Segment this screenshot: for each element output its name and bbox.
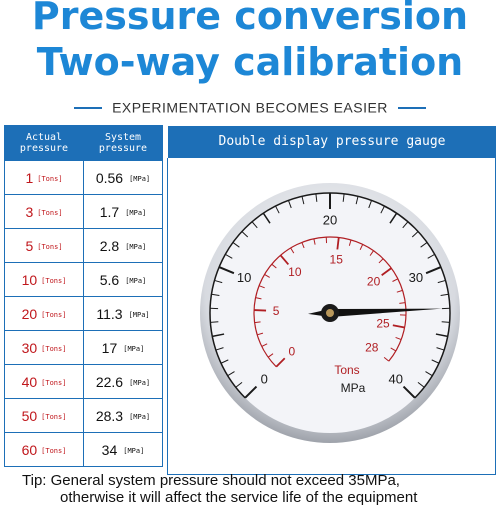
tons-tick-label: 5 (273, 304, 280, 318)
system-value: 0.56 (96, 170, 123, 186)
table-row: 30[Tons] 17 [MPa] (5, 331, 163, 365)
system-value: 11.3 (96, 306, 122, 322)
mpa-tick-label: 10 (237, 270, 251, 285)
system-unit: [MPa] (123, 345, 144, 353)
header-actual-pressure: Actual pressure (5, 126, 84, 161)
actual-unit: [Tons] (41, 277, 66, 285)
actual-cell: 60[Tons] (5, 433, 84, 467)
system-unit: [MPa] (129, 311, 150, 319)
actual-cell: 1 [Tons] (5, 161, 84, 195)
subtitle-right-rule (398, 107, 426, 109)
conversion-table: Actual pressure System pressure 1 [Tons] 0… (4, 125, 163, 467)
mpa-minor-tick (442, 322, 450, 323)
tip-line-1: Tip: General system pressure should not … (22, 472, 400, 489)
actual-cell: 20[Tons] (5, 297, 84, 331)
needle-cap (326, 309, 334, 317)
mpa-tick-label: 20 (323, 213, 337, 228)
system-unit: [MPa] (129, 175, 150, 183)
system-cell: 22.6 [MPa] (84, 365, 163, 399)
actual-unit: [Tons] (41, 413, 66, 421)
system-unit: [MPa] (129, 413, 150, 421)
gauge-header: Double display pressure gauge (168, 126, 496, 158)
system-unit: [MPa] (125, 243, 146, 251)
actual-unit: [Tons] (41, 379, 66, 387)
table-row: 5 [Tons] 2.8 [MPa] (5, 229, 163, 263)
system-cell: 34 [MPa] (84, 433, 163, 467)
pressure-gauge: 0 10 20 30 40 0 5 10 15 20 25 28 Tons MPa (195, 178, 465, 448)
title-line-1: Pressure conversion (0, 0, 500, 38)
tons-tick-label: 28 (365, 340, 379, 354)
system-value: 22.6 (96, 374, 123, 390)
tons-unit-label: Tons (334, 363, 359, 377)
mpa-minor-tick (210, 322, 218, 323)
subtitle-left-rule (74, 107, 102, 109)
table-row: 60[Tons] 34 [MPa] (5, 433, 163, 467)
system-cell: 28.3 [MPa] (84, 399, 163, 433)
table-row: 40[Tons] 22.6 [MPa] (5, 365, 163, 399)
actual-value: 40 (22, 374, 38, 390)
title-line-2: Two-way calibration (0, 40, 500, 84)
actual-unit: [Tons] (41, 447, 66, 455)
system-cell: 2.8 [MPa] (84, 229, 163, 263)
system-cell: 0.56 [MPa] (84, 161, 163, 195)
actual-value: 5 (25, 238, 33, 254)
actual-unit: [Tons] (37, 209, 62, 217)
table-row: 1 [Tons] 0.56 [MPa] (5, 161, 163, 195)
system-cell: 1.7 [MPa] (84, 195, 163, 229)
system-unit: [MPa] (125, 209, 146, 217)
actual-cell: 5 [Tons] (5, 229, 84, 263)
table-row: 50[Tons] 28.3 [MPa] (5, 399, 163, 433)
system-value: 2.8 (100, 238, 119, 254)
actual-unit: [Tons] (37, 243, 62, 251)
table-row: 3 [Tons] 1.7 [MPa] (5, 195, 163, 229)
system-unit: [MPa] (123, 447, 144, 455)
actual-unit: [Tons] (41, 311, 66, 319)
tip-line-2: otherwise it will affect the service lif… (60, 489, 417, 506)
system-cell: 5.6 [MPa] (84, 263, 163, 297)
tons-tick-label: 25 (376, 317, 390, 331)
actual-value: 60 (22, 442, 38, 458)
actual-value: 20 (22, 306, 38, 322)
actual-cell: 3 [Tons] (5, 195, 84, 229)
system-value: 28.3 (96, 408, 123, 424)
actual-unit: [Tons] (37, 175, 62, 183)
tons-tick-label: 15 (330, 253, 344, 267)
actual-value: 10 (22, 272, 38, 288)
mpa-tick-label: 30 (409, 270, 423, 285)
subtitle: EXPERIMENTATION BECOMES EASIER (0, 97, 500, 116)
system-cell: 11.3 [MPa] (84, 297, 163, 331)
system-value: 1.7 (100, 204, 119, 220)
tons-tick-label: 0 (288, 344, 295, 358)
system-value: 5.6 (100, 272, 119, 288)
tons-tick-label: 20 (367, 274, 381, 288)
table-row: 20[Tons] 11.3 [MPa] (5, 297, 163, 331)
system-cell: 17 [MPa] (84, 331, 163, 365)
system-unit: [MPa] (125, 277, 146, 285)
actual-unit: [Tons] (41, 345, 66, 353)
tons-tick-label: 10 (288, 265, 302, 279)
system-value: 34 (102, 442, 118, 458)
header-system-pressure: System pressure (84, 126, 163, 161)
actual-cell: 40[Tons] (5, 365, 84, 399)
system-value: 17 (102, 340, 118, 356)
actual-cell: 30[Tons] (5, 331, 84, 365)
mpa-unit-label: MPa (341, 381, 366, 395)
actual-value: 50 (22, 408, 38, 424)
mpa-tick-label: 40 (389, 371, 403, 386)
mpa-tick-label: 0 (261, 371, 268, 386)
actual-value: 30 (22, 340, 38, 356)
system-unit: [MPa] (129, 379, 150, 387)
actual-cell: 10[Tons] (5, 263, 84, 297)
table-row: 10[Tons] 5.6 [MPa] (5, 263, 163, 297)
actual-value: 3 (25, 204, 33, 220)
actual-value: 1 (25, 170, 33, 186)
actual-cell: 50[Tons] (5, 399, 84, 433)
subtitle-text: EXPERIMENTATION BECOMES EASIER (112, 100, 388, 116)
